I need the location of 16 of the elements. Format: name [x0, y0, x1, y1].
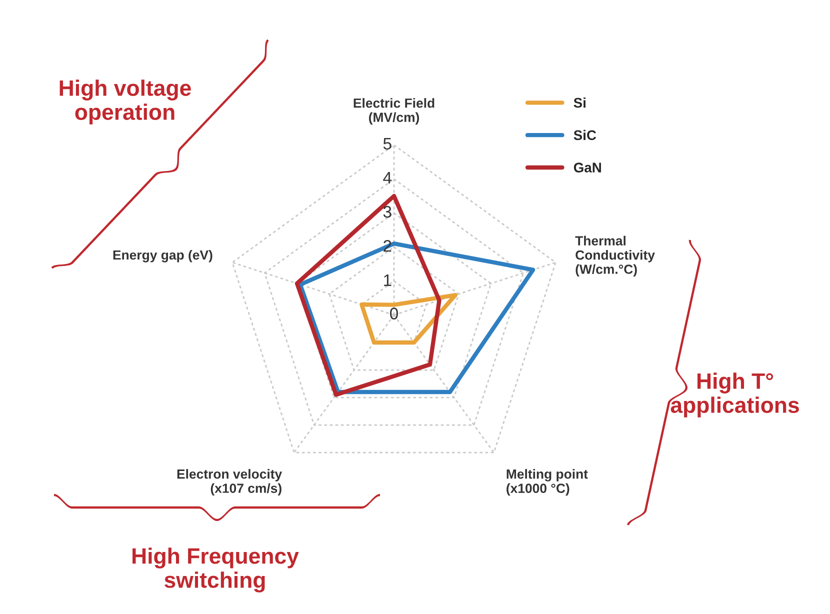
legend-label: Si [574, 98, 586, 108]
y-tick-label: 3 [383, 206, 392, 218]
legend-label: SiC [574, 130, 596, 140]
y-tick-label: 0 [390, 308, 398, 320]
y-tick-label: 5 [383, 138, 392, 150]
spoke-label: Melting point (x1000 °C) [506, 469, 588, 496]
y-tick-label: 1 [384, 274, 392, 286]
spoke-label: Energy gap (eV) [113, 250, 212, 262]
y-tick-label: 4 [383, 172, 392, 184]
spoke-label: Electric Field (MV/cm) [354, 98, 434, 125]
spoke-label: Electron velocity (x107 cm/s) [177, 469, 282, 496]
text: High Frequency switching [132, 548, 299, 592]
legend-label: GaN [574, 162, 601, 172]
spoke-label: Thermal Conductivity (W/cm.°C) [575, 236, 655, 277]
text: High voltage operation [60, 80, 191, 124]
text: High T° applications [670, 372, 799, 418]
